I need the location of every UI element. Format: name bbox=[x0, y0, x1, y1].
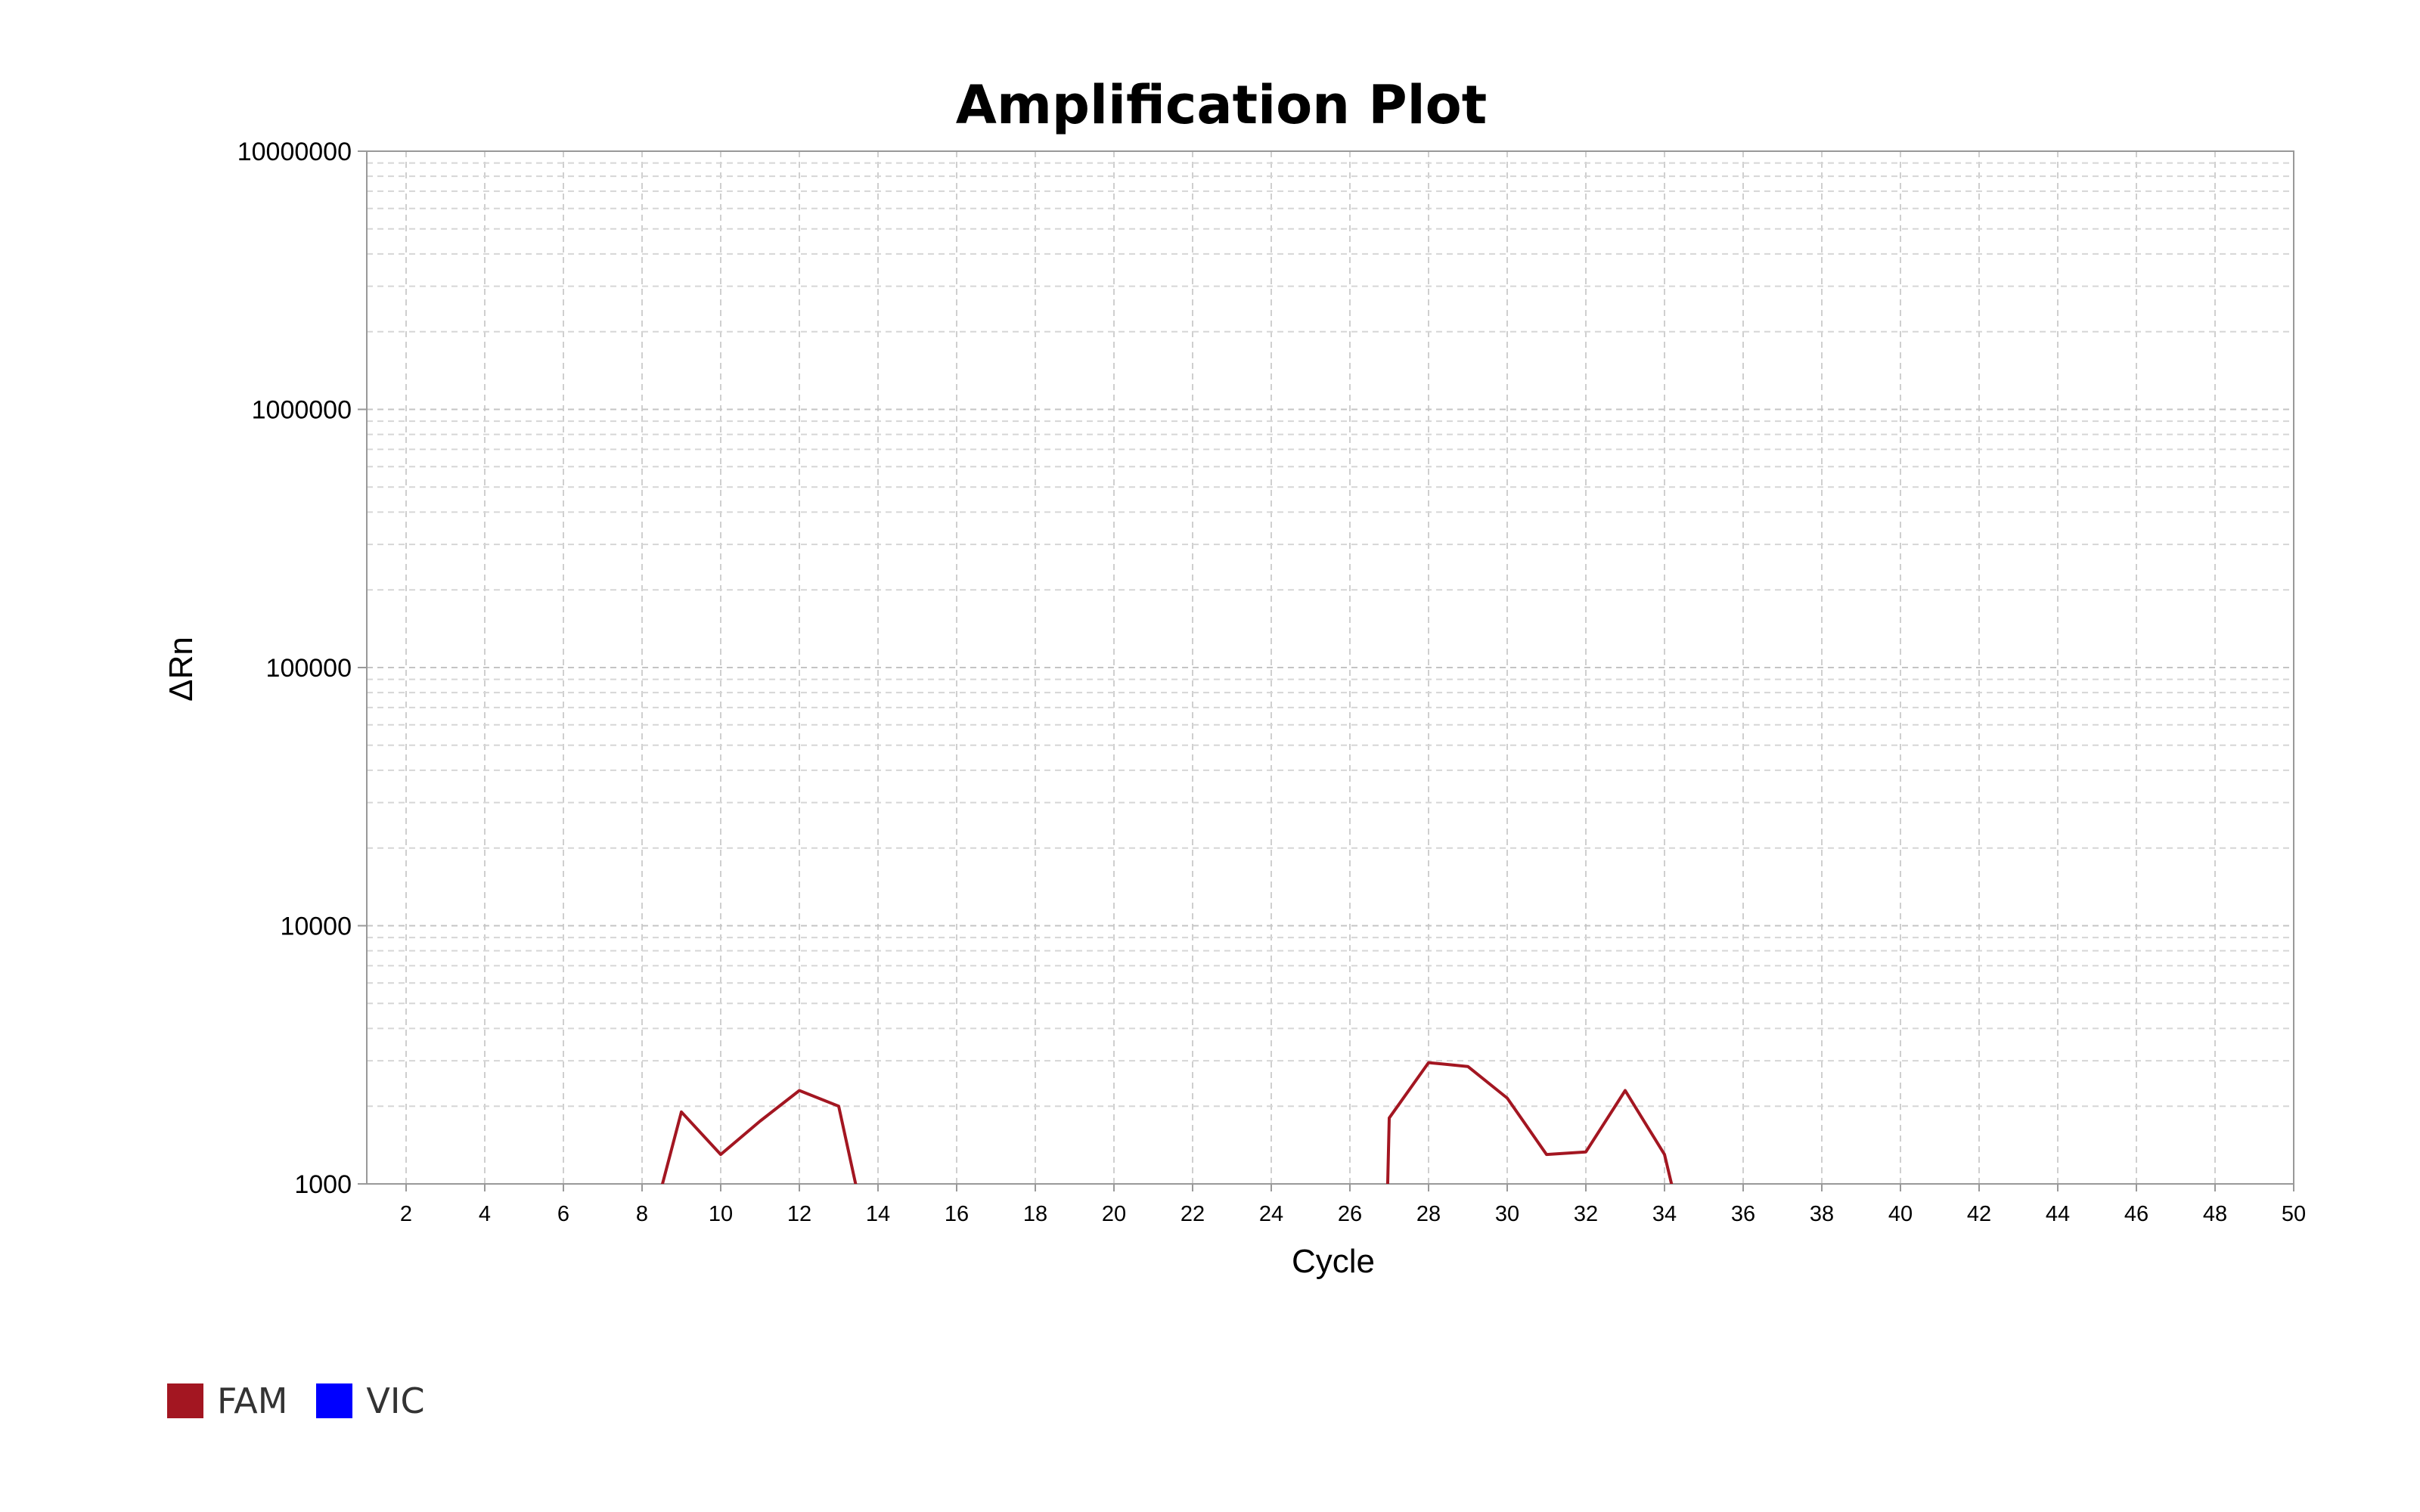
y-axis-label: ΔRn bbox=[163, 637, 200, 702]
x-tick-label: 48 bbox=[2203, 1202, 2227, 1226]
x-tick-label: 36 bbox=[1731, 1202, 1755, 1226]
series-line-fam bbox=[660, 1061, 1674, 1184]
x-tick-label: 6 bbox=[557, 1202, 569, 1226]
x-tick-label: 22 bbox=[1181, 1202, 1205, 1226]
series-layer bbox=[660, 1061, 1674, 1184]
y-axis-ticks: 1000 10000 100000 1000000 10000000 bbox=[237, 138, 367, 1199]
x-tick-label: 2 bbox=[400, 1202, 412, 1226]
x-tick-label: 18 bbox=[1023, 1202, 1047, 1226]
x-tick-label: 12 bbox=[787, 1202, 811, 1226]
y-tick-label: 10000000 bbox=[237, 138, 352, 166]
legend-swatch-vic bbox=[316, 1383, 353, 1418]
x-tick-label: 42 bbox=[1967, 1202, 1991, 1226]
grid bbox=[367, 151, 2294, 1185]
y-tick-label: 10000 bbox=[280, 912, 352, 941]
y-tick-label: 1000 bbox=[294, 1170, 352, 1199]
x-tick-label: 4 bbox=[479, 1202, 491, 1226]
legend-label-vic: VIC bbox=[366, 1380, 425, 1421]
x-tick-label: 30 bbox=[1495, 1202, 1519, 1226]
legend-swatch-fam bbox=[167, 1383, 203, 1418]
x-axis-label: Cycle bbox=[1292, 1243, 1375, 1280]
x-tick-label: 16 bbox=[945, 1202, 969, 1226]
legend: FAM VIC bbox=[167, 1380, 454, 1421]
x-tick-label: 26 bbox=[1338, 1202, 1362, 1226]
x-tick-label: 40 bbox=[1888, 1202, 1913, 1226]
x-tick-label: 38 bbox=[1810, 1202, 1834, 1226]
x-tick-label: 50 bbox=[2282, 1202, 2306, 1226]
x-tick-label: 10 bbox=[709, 1202, 733, 1226]
x-tick-label: 34 bbox=[1652, 1202, 1677, 1226]
x-tick-label: 24 bbox=[1259, 1202, 1283, 1226]
x-tick-label: 32 bbox=[1574, 1202, 1598, 1226]
chart-title: Amplification Plot bbox=[956, 74, 1487, 136]
legend-item-vic[interactable]: VIC bbox=[316, 1380, 425, 1421]
x-tick-label: 14 bbox=[866, 1202, 890, 1226]
x-tick-label: 46 bbox=[2124, 1202, 2149, 1226]
x-tick-label: 8 bbox=[636, 1202, 648, 1226]
y-tick-label: 1000000 bbox=[252, 396, 352, 425]
x-tick-label: 44 bbox=[2046, 1202, 2070, 1226]
x-tick-label: 28 bbox=[1416, 1202, 1441, 1226]
legend-item-fam[interactable]: FAM bbox=[167, 1380, 287, 1421]
legend-label-fam: FAM bbox=[217, 1380, 288, 1421]
y-tick-label: 100000 bbox=[266, 654, 352, 683]
x-tick-label: 20 bbox=[1102, 1202, 1126, 1226]
x-axis-ticks: 2 4 6 8 10 12 14 16 18 20 22 24 26 28 30 32 34 36 38 40 42 44… bbox=[400, 1184, 2306, 1226]
